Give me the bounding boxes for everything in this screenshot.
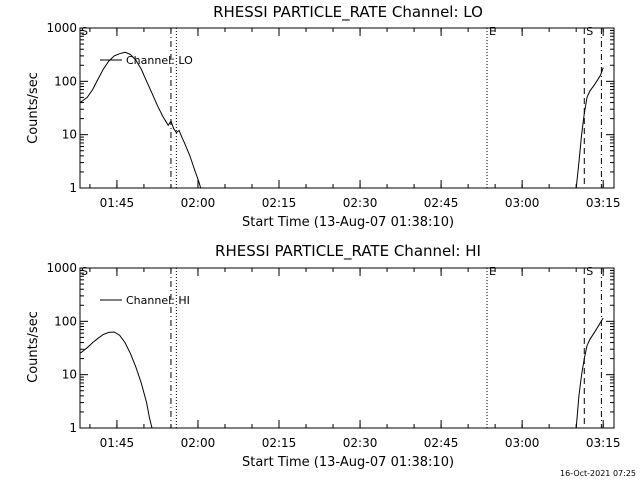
chart-title: RHESSI PARTICLE_RATE Channel: LO bbox=[213, 3, 483, 22]
x-tick-label: 02:30 bbox=[343, 436, 378, 450]
y-axis-label: Counts/sec bbox=[26, 72, 41, 144]
event-marker-label: S bbox=[586, 25, 593, 38]
chart-panel-lo: RHESSI PARTICLE_RATE Channel: LO Counts/… bbox=[26, 3, 620, 230]
corner-marker-label: S bbox=[81, 265, 88, 278]
x-tick-label: 02:00 bbox=[181, 436, 216, 450]
x-tick-label: 03:15 bbox=[586, 436, 621, 450]
series-line bbox=[80, 331, 153, 428]
y-tick-label: 10 bbox=[62, 128, 77, 142]
x-tick-label: 03:00 bbox=[505, 436, 540, 450]
legend-label: Channel: LO bbox=[126, 54, 193, 67]
x-tick-label: 02:15 bbox=[262, 196, 297, 210]
y-tick-label: 10 bbox=[62, 368, 77, 382]
event-marker-label: S bbox=[586, 265, 593, 278]
x-tick-label: 02:00 bbox=[181, 196, 216, 210]
x-tick-label: 02:45 bbox=[424, 436, 459, 450]
x-axis-label: Start Time (13-Aug-07 01:38:10) bbox=[242, 215, 454, 230]
plot-frame bbox=[79, 267, 615, 429]
event-marker-label: E bbox=[489, 265, 496, 278]
x-tick-label: 01:45 bbox=[100, 196, 135, 210]
event-marker-label: E bbox=[489, 25, 496, 38]
series-line bbox=[80, 51, 202, 188]
series-line bbox=[575, 67, 604, 188]
chart-title: RHESSI PARTICLE_RATE Channel: HI bbox=[215, 242, 481, 261]
legend-label: Channel: HI bbox=[126, 294, 190, 307]
chart-panel-hi: RHESSI PARTICLE_RATE Channel: HI Counts/… bbox=[26, 242, 620, 470]
footer-timestamp: 16-Oct-2021 07:25 bbox=[560, 469, 636, 478]
series-line bbox=[575, 317, 604, 428]
x-tick-label: 03:00 bbox=[505, 196, 540, 210]
y-tick-label: 100 bbox=[54, 74, 77, 88]
x-tick-label: 01:45 bbox=[100, 436, 135, 450]
y-tick-label: 1 bbox=[69, 421, 77, 435]
corner-marker-label: S bbox=[81, 25, 88, 38]
x-tick-label: 02:30 bbox=[343, 196, 378, 210]
plot-frame bbox=[79, 27, 615, 189]
y-tick-label: 1 bbox=[69, 181, 77, 195]
y-tick-label: 1000 bbox=[46, 261, 77, 275]
y-tick-label: 1000 bbox=[46, 21, 77, 35]
x-axis-label: Start Time (13-Aug-07 01:38:10) bbox=[242, 455, 454, 470]
x-tick-label: 02:15 bbox=[262, 436, 297, 450]
x-tick-label: 02:45 bbox=[424, 196, 459, 210]
y-axis-label: Counts/sec bbox=[26, 311, 41, 383]
y-tick-label: 100 bbox=[54, 314, 77, 328]
x-tick-label: 03:15 bbox=[586, 196, 621, 210]
